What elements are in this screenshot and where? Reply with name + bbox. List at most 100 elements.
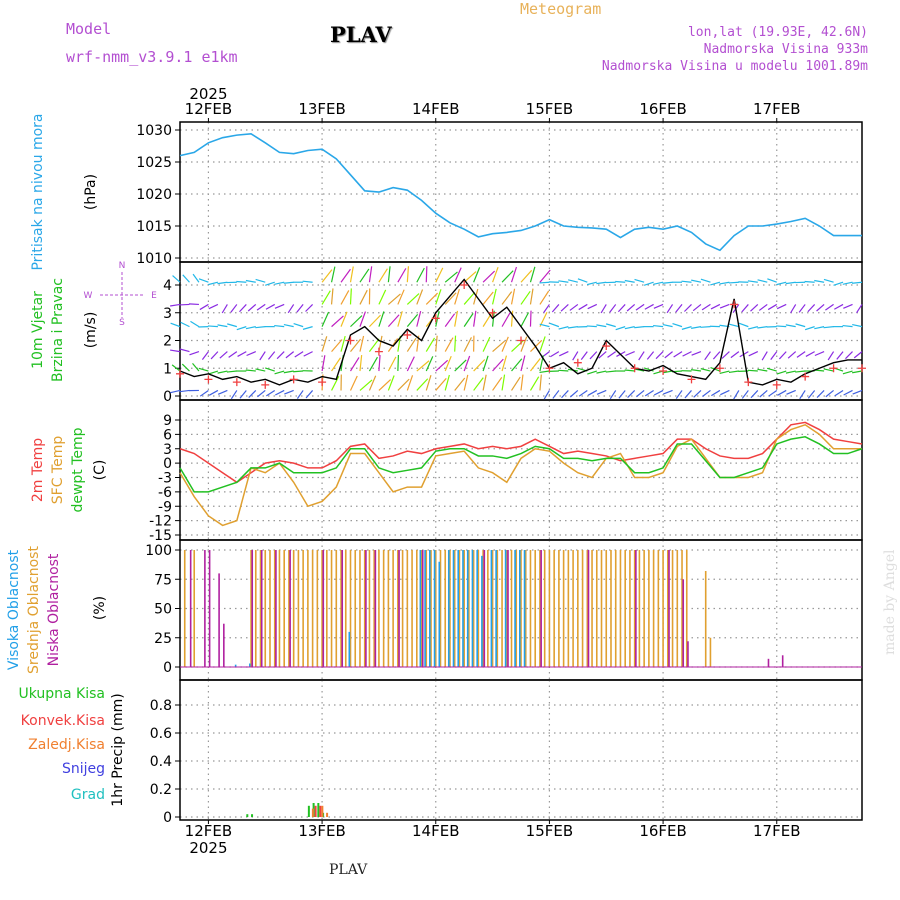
- compass-south: S: [119, 318, 125, 328]
- wind-barb: [245, 369, 256, 372]
- wind-barb: [786, 389, 796, 395]
- wind-barb: [444, 355, 452, 372]
- wind-barb: [643, 281, 654, 286]
- wind-barb: [247, 303, 257, 312]
- wind-barb: [634, 278, 645, 283]
- wind-barb: [747, 369, 758, 372]
- wind-barb: [711, 389, 721, 397]
- gust-marker: [488, 308, 497, 317]
- wind-barb: [199, 303, 209, 311]
- wind-barb: [482, 355, 489, 372]
- y-tick-label: 3: [163, 306, 172, 322]
- cloud-unit: (%): [92, 596, 108, 620]
- wind-barb: [416, 360, 430, 372]
- wind-barb: [710, 281, 721, 286]
- wind-barb: [359, 355, 363, 372]
- precip-legend-2: Zaledj.Kisa: [28, 737, 105, 753]
- wind-barb: [189, 351, 200, 356]
- wind-barb: [190, 320, 200, 328]
- wind-barb: [198, 367, 209, 372]
- wind-barb: [691, 351, 702, 356]
- gust-marker: [460, 281, 469, 289]
- y-tick-label: 1025: [136, 155, 172, 171]
- gust-marker: [176, 369, 184, 378]
- cloud-mid-title: Srednja Oblacnost: [26, 546, 42, 674]
- y-tick-label: -3: [158, 471, 172, 487]
- wind-barb: [473, 267, 481, 283]
- wind-barb: [378, 268, 388, 283]
- wind-barb: [170, 349, 181, 353]
- wind-barb: [416, 289, 424, 305]
- wind-barb: [842, 324, 853, 328]
- wind-barb: [529, 376, 540, 391]
- wind-barb: [227, 323, 237, 328]
- wind-barb: [245, 279, 256, 283]
- wind-barb: [425, 266, 428, 283]
- wind-barb: [239, 304, 247, 313]
- y-tick-label: 0.6: [150, 726, 172, 742]
- wind-barb: [302, 280, 313, 283]
- wind-barb: [638, 351, 645, 361]
- wind-barb: [406, 266, 410, 283]
- gust-marker: [829, 364, 838, 373]
- wind-barb: [596, 389, 607, 395]
- wind-barb: [607, 351, 617, 358]
- gust-marker: [801, 372, 810, 381]
- wind-barb: [491, 288, 497, 305]
- wind-barb: [767, 278, 777, 283]
- y-tick-label: 1015: [136, 219, 172, 235]
- wind-barb: [759, 389, 768, 398]
- wind-barb: [511, 358, 523, 372]
- wind-barb: [331, 315, 344, 328]
- wind-barb: [188, 303, 199, 306]
- precip-total-bar: [246, 814, 249, 817]
- wind-barb: [236, 280, 247, 283]
- wind-barb: [814, 326, 825, 330]
- wind-barb: [510, 288, 516, 305]
- wind-barb: [368, 266, 373, 283]
- wind-barb: [823, 278, 834, 283]
- wind-barb: [276, 351, 285, 360]
- wind-barb: [816, 390, 825, 398]
- wind-barb: [359, 289, 368, 305]
- wind-barb: [578, 389, 588, 397]
- wind-barb: [425, 292, 439, 305]
- wind-barb: [690, 369, 702, 372]
- wind-barb: [787, 351, 797, 359]
- wind-barb: [529, 358, 541, 372]
- wind-barb: [330, 266, 336, 283]
- y-tick-label: 0.4: [150, 754, 172, 770]
- wind-barb: [245, 326, 256, 330]
- wind-barb: [217, 324, 228, 328]
- wind-barb: [684, 304, 692, 312]
- wind-barb: [804, 326, 815, 331]
- model-name: wrf-nmm_v3.9.1 e1km: [66, 48, 238, 66]
- wind-barb: [776, 303, 787, 310]
- wind-barb: [378, 311, 385, 327]
- wind-barb: [730, 351, 740, 359]
- wind-barb: [510, 310, 514, 327]
- precip-legend-4: Grad: [71, 787, 105, 803]
- gust-marker: [630, 364, 639, 373]
- wind-barb: [435, 267, 444, 283]
- y-tick-label: -12: [149, 514, 172, 530]
- wind-barb: [842, 281, 853, 285]
- precip-convective-bar: [319, 805, 322, 817]
- wind-barb: [539, 370, 550, 374]
- y-tick-label: 0: [163, 660, 172, 676]
- wind-barb: [558, 326, 569, 330]
- wind-barb: [435, 289, 442, 305]
- wind-barb: [230, 304, 238, 313]
- compass-north: N: [119, 261, 126, 271]
- wind-barb: [587, 303, 598, 310]
- wind-barb: [359, 311, 367, 327]
- wind-barb: [681, 280, 692, 283]
- wind-barb: [454, 335, 457, 352]
- wind-barb: [454, 310, 459, 327]
- temp-dewpt-title: dewpt Temp: [70, 427, 86, 512]
- y-tick-label: 3: [163, 442, 172, 458]
- wind-barb: [567, 279, 578, 283]
- wind-barb: [655, 351, 664, 360]
- gust-marker: [374, 347, 383, 356]
- y-tick-label: 2: [163, 334, 172, 350]
